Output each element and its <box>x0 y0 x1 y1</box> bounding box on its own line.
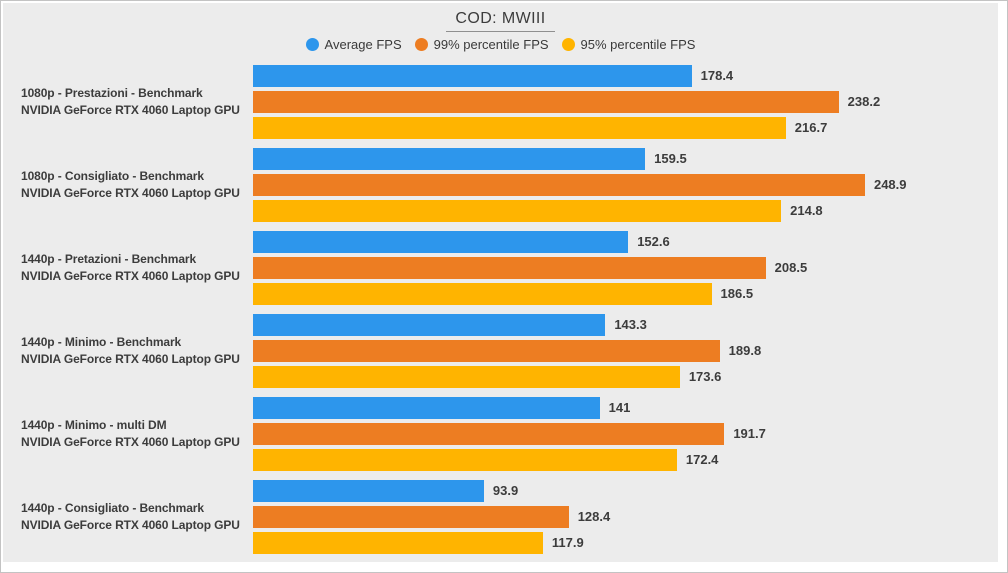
legend-item-99-percentile-fps: 99% percentile FPS <box>414 37 549 52</box>
bar-stack: 93.9 128.4 117.9 <box>253 479 998 554</box>
legend: Average FPS 99% percentile FPS 95% percent… <box>3 38 998 51</box>
bar-row-95-percentile-fps: 172.4 <box>253 448 998 471</box>
bar-row-99-percentile-fps: 191.7 <box>253 422 998 445</box>
bar-95-percentile-fps <box>253 531 543 554</box>
bar-row-95-percentile-fps: 186.5 <box>253 282 998 305</box>
bar-row-average-fps: 143.3 <box>253 313 998 336</box>
bar-group-1440p-consigliato-benchmark: 1440p - Consigliato - Benchmark NVIDIA Ge… <box>3 475 998 558</box>
category-label: 1440p - Pretazioni - Benchmark NVIDIA GeF… <box>3 251 253 285</box>
legend-label: Average FPS <box>324 37 402 52</box>
bar-95-percentile-fps <box>253 282 712 305</box>
category-label: 1440p - Consigliato - Benchmark NVIDIA Ge… <box>3 500 253 534</box>
bar-95-percentile-fps <box>253 448 677 471</box>
bar-row-average-fps: 159.5 <box>253 147 998 170</box>
bar-value-label: 186.5 <box>720 286 754 301</box>
bar-group-1080p-prestazioni-benchmark: 1080p - Prestazioni - Benchmark NVIDIA Ge… <box>3 60 998 143</box>
bar-value-label: 117.9 <box>551 535 584 550</box>
bar-99-percentile-fps <box>253 173 865 196</box>
category-label-line1: 1080p - Consigliato - Benchmark <box>21 168 204 183</box>
bar-row-95-percentile-fps: 216.7 <box>253 116 998 139</box>
bar-group-1440p-minimo-multi-dm: 1440p - Minimo - multi DM NVIDIA GeForce … <box>3 392 998 475</box>
fps-benchmark-chart: COD: MWIII Average FPS 99% percentile FPS… <box>3 3 998 562</box>
bar-stack: 178.4 238.2 216.7 <box>253 64 998 139</box>
bar-stack: 159.5 248.9 214.8 <box>253 147 998 222</box>
category-label: 1440p - Minimo - multi DM NVIDIA GeForce … <box>3 417 253 451</box>
bar-average-fps <box>253 313 606 336</box>
bar-row-99-percentile-fps: 189.8 <box>253 339 998 362</box>
bar-value-label: 189.8 <box>728 343 762 358</box>
chart-title: COD: MWIII <box>446 11 555 32</box>
category-label-line1: 1440p - Minimo - multi DM <box>21 417 167 432</box>
bar-average-fps <box>253 479 484 502</box>
bar-95-percentile-fps <box>253 199 782 222</box>
bar-value-label: 173.6 <box>688 369 722 384</box>
bar-value-label: 141 <box>608 400 631 415</box>
bar-value-label: 152.6 <box>637 234 670 249</box>
bar-group-1440p-pretazioni-benchmark: 1440p - Pretazioni - Benchmark NVIDIA GeF… <box>3 226 998 309</box>
bar-stack: 141 191.7 172.4 <box>253 396 998 471</box>
legend-item-average-fps: Average FPS <box>305 37 402 52</box>
bar-value-label: 214.8 <box>790 203 823 218</box>
bar-row-99-percentile-fps: 208.5 <box>253 256 998 279</box>
bar-value-label: 93.9 <box>492 483 519 498</box>
bar-group-1080p-consigliato-benchmark: 1080p - Consigliato - Benchmark NVIDIA Ge… <box>3 143 998 226</box>
bar-value-label: 248.9 <box>873 177 907 192</box>
category-label-line1: 1440p - Consigliato - Benchmark <box>21 500 204 515</box>
bar-row-average-fps: 152.6 <box>253 230 998 253</box>
category-label-line2: NVIDIA GeForce RTX 4060 Laptop GPU <box>21 268 240 283</box>
plot-area: 1080p - Prestazioni - Benchmark NVIDIA Ge… <box>3 60 998 558</box>
category-label-line2: NVIDIA GeForce RTX 4060 Laptop GPU <box>21 517 240 532</box>
legend-swatch-icon <box>561 38 575 51</box>
legend-label: 95% percentile FPS <box>580 37 696 52</box>
bar-value-label: 159.5 <box>654 151 687 166</box>
category-label: 1080p - Consigliato - Benchmark NVIDIA Ge… <box>3 168 253 202</box>
bar-value-label: 143.3 <box>614 317 647 332</box>
category-label-line2: NVIDIA GeForce RTX 4060 Laptop GPU <box>21 102 240 117</box>
bar-value-label: 172.4 <box>685 452 719 467</box>
bar-stack: 143.3 189.8 173.6 <box>253 313 998 388</box>
bar-value-label: 191.7 <box>733 426 766 441</box>
bar-row-average-fps: 178.4 <box>253 64 998 87</box>
title-wrap: COD: MWIII <box>3 3 998 32</box>
bar-row-average-fps: 141 <box>253 396 998 419</box>
bar-row-average-fps: 93.9 <box>253 479 998 502</box>
legend-swatch-icon <box>414 38 428 51</box>
legend-swatch-icon <box>305 38 319 51</box>
bar-value-label: 216.7 <box>794 120 828 135</box>
bar-row-95-percentile-fps: 214.8 <box>253 199 998 222</box>
legend-label: 99% percentile FPS <box>433 37 549 52</box>
bar-95-percentile-fps <box>253 365 680 388</box>
bar-99-percentile-fps <box>253 339 720 362</box>
bar-row-99-percentile-fps: 128.4 <box>253 505 998 528</box>
bar-value-label: 128.4 <box>577 509 611 524</box>
bar-99-percentile-fps <box>253 505 569 528</box>
category-label-line1: 1440p - Pretazioni - Benchmark <box>21 251 197 266</box>
bar-row-99-percentile-fps: 238.2 <box>253 90 998 113</box>
category-label: 1440p - Minimo - Benchmark NVIDIA GeForce… <box>3 334 253 368</box>
bar-row-95-percentile-fps: 173.6 <box>253 365 998 388</box>
bar-99-percentile-fps <box>253 256 766 279</box>
category-label-line2: NVIDIA GeForce RTX 4060 Laptop GPU <box>21 434 240 449</box>
category-label-line1: 1080p - Prestazioni - Benchmark <box>21 85 203 100</box>
bar-99-percentile-fps <box>253 422 725 445</box>
bar-average-fps <box>253 64 692 87</box>
bar-99-percentile-fps <box>253 90 839 113</box>
bar-average-fps <box>253 230 629 253</box>
bar-value-label: 208.5 <box>774 260 808 275</box>
bar-row-99-percentile-fps: 248.9 <box>253 173 998 196</box>
category-label-line2: NVIDIA GeForce RTX 4060 Laptop GPU <box>21 351 240 366</box>
bar-value-label: 238.2 <box>847 94 881 109</box>
bar-row-95-percentile-fps: 117.9 <box>253 531 998 554</box>
bar-95-percentile-fps <box>253 116 786 139</box>
bar-group-1440p-minimo-benchmark: 1440p - Minimo - Benchmark NVIDIA GeForce… <box>3 309 998 392</box>
legend-item-95-percentile-fps: 95% percentile FPS <box>561 37 696 52</box>
bar-average-fps <box>253 147 646 170</box>
bar-average-fps <box>253 396 600 419</box>
category-label-line1: 1440p - Minimo - Benchmark <box>21 334 182 349</box>
bar-value-label: 178.4 <box>700 68 734 83</box>
category-label-line2: NVIDIA GeForce RTX 4060 Laptop GPU <box>21 185 240 200</box>
category-label: 1080p - Prestazioni - Benchmark NVIDIA Ge… <box>3 85 253 119</box>
bar-stack: 152.6 208.5 186.5 <box>253 230 998 305</box>
